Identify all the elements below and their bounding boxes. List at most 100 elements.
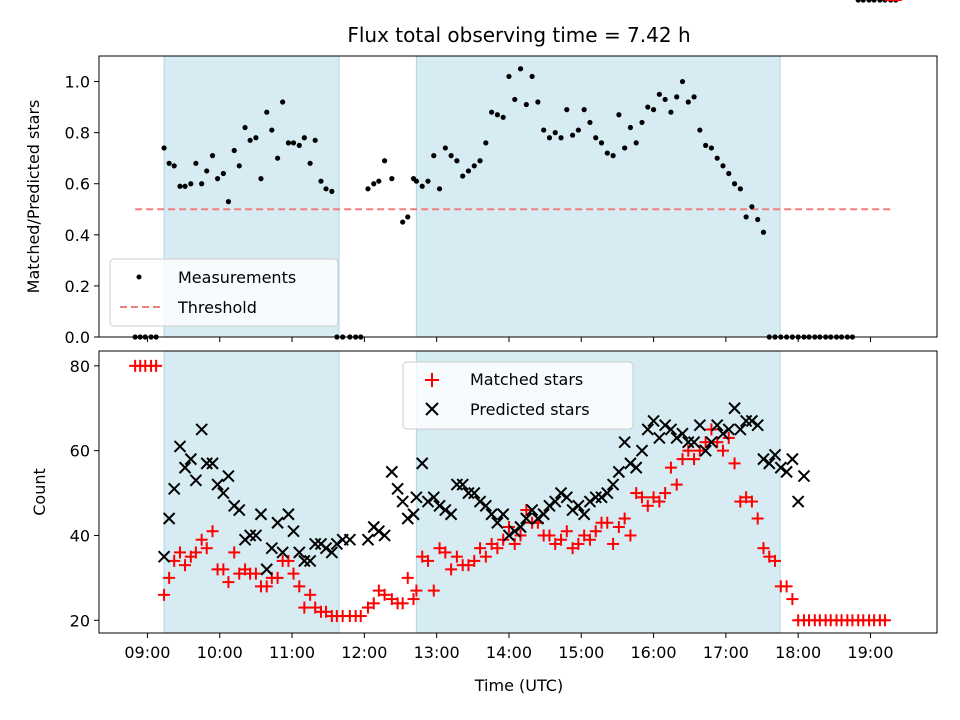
predicted-star-point: [757, 452, 770, 466]
predicted-star-point: [560, 491, 574, 504]
matched-star-point: [699, 436, 712, 449]
predicted-star-point: [189, 474, 203, 487]
predicted-star-point: [577, 508, 591, 521]
predicted-star-point: [531, 512, 545, 525]
predicted-star-points: [157, 402, 811, 576]
x-axis-label: Time (UTC): [474, 676, 563, 695]
x-tick-label: 15:00: [558, 643, 604, 662]
measurement-point: [506, 73, 512, 80]
predicted-star-point: [549, 495, 562, 508]
matched-star-point: [636, 491, 649, 504]
matched-star-point: [158, 588, 171, 601]
measurement-point: [581, 107, 587, 113]
predicted-star-point: [439, 503, 452, 517]
matched-star-point: [260, 580, 273, 593]
bottom-y-axis-label: Count: [30, 468, 49, 516]
matched-star-point: [676, 453, 689, 466]
predicted-star-point: [572, 499, 585, 512]
measurement-point: [569, 132, 576, 138]
measurement-point: [877, 0, 883, 3]
legend-marker-matched: [425, 373, 439, 387]
predicted-star-point: [670, 431, 683, 445]
measurement-point: [242, 124, 248, 131]
measurement-point: [535, 99, 541, 105]
predicted-star-point: [378, 529, 391, 542]
predicted-star-point: [372, 525, 386, 538]
measurement-point: [593, 135, 599, 141]
predicted-star-point: [543, 499, 556, 512]
measurement-point: [225, 199, 232, 205]
top-legend-box: [109, 258, 339, 327]
bottom-axes-frame: [98, 350, 938, 634]
measurement-point: [866, 0, 872, 3]
predicted-star-point: [325, 546, 339, 559]
predicted-star-point: [293, 546, 306, 559]
predicted-star-point: [157, 550, 171, 563]
measurement-point: [552, 130, 558, 136]
predicted-star-point: [287, 525, 300, 538]
predicted-star-point: [217, 486, 230, 500]
predicted-star-point: [173, 440, 187, 453]
measurement-point: [737, 186, 743, 192]
measurement-point: [703, 142, 709, 149]
predicted-star-point: [763, 457, 776, 470]
matched-star-point: [583, 533, 596, 546]
predicted-star-point: [641, 423, 654, 436]
predicted-star-point: [343, 533, 357, 546]
predicted-star-point: [233, 503, 246, 517]
measurement-point: [855, 0, 861, 3]
measurement-point: [199, 181, 205, 187]
measurement-point: [645, 104, 651, 110]
predicted-star-point: [308, 537, 322, 551]
measurement-point: [318, 178, 324, 184]
measurement-point: [639, 119, 645, 126]
matched-star-point: [560, 525, 573, 538]
measurement-point: [214, 176, 221, 182]
predicted-star-point: [450, 478, 464, 491]
measurement-point: [454, 158, 460, 164]
matched-star-point: [601, 516, 614, 529]
predicted-star-point: [407, 508, 420, 521]
predicted-star-point: [496, 508, 510, 521]
predicted-star-point: [699, 444, 712, 457]
predicted-star-point: [635, 444, 649, 457]
matched-star-point: [468, 554, 481, 567]
matched-star-point: [217, 563, 230, 576]
predicted-star-point: [520, 512, 533, 525]
measurement-point: [258, 176, 264, 182]
matched-star-point: [298, 601, 311, 614]
matched-star-point: [751, 512, 764, 525]
measurement-point: [564, 107, 570, 113]
predicted-star-point: [401, 512, 414, 525]
predicted-star-point: [722, 423, 735, 436]
measurement-point: [656, 91, 662, 97]
matched-star-point: [624, 529, 637, 542]
matched-star-point: [664, 461, 677, 474]
predicted-star-point: [537, 508, 550, 521]
measurement-point: [460, 173, 466, 179]
measurement-point: [668, 109, 674, 115]
predicted-star-point: [653, 431, 666, 445]
measurement-points: [132, 0, 899, 340]
matched-star-point: [641, 499, 654, 512]
legend-label-threshold: Threshold: [177, 298, 257, 317]
matched-star-point: [410, 584, 423, 597]
predicted-star-point: [330, 537, 344, 551]
predicted-star-point: [276, 546, 289, 559]
measurement-point: [679, 78, 686, 85]
measurement-point: [483, 140, 489, 146]
matched-star-point: [445, 563, 458, 576]
matched-star-point: [769, 554, 782, 567]
measurement-point: [280, 99, 286, 105]
predicted-star-point: [508, 525, 521, 538]
predicted-star-point: [361, 533, 375, 546]
x-tick-label: 13:00: [414, 643, 460, 662]
predicted-star-point: [178, 461, 192, 474]
predicted-star-point: [491, 516, 504, 529]
measurement-point: [419, 183, 425, 189]
matched-star-point: [189, 546, 202, 559]
measurement-point: [697, 127, 703, 133]
bottom-legend: Matched stars Predicted stars: [402, 361, 634, 430]
measurement-point: [674, 94, 680, 100]
